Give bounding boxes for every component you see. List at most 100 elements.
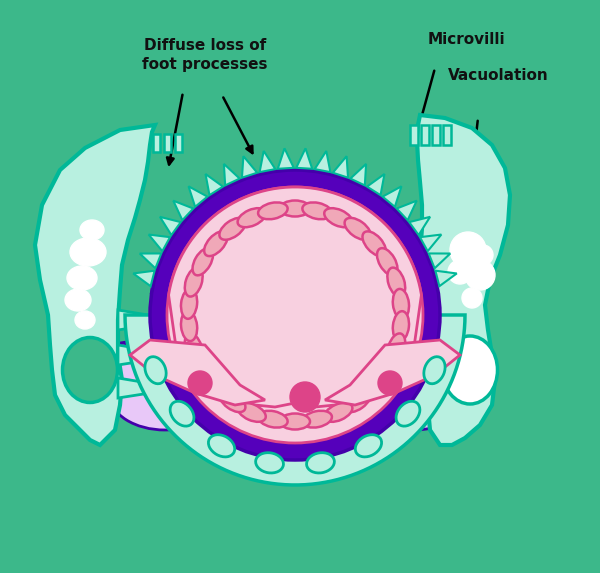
Polygon shape <box>224 164 239 186</box>
Ellipse shape <box>377 248 397 276</box>
Ellipse shape <box>258 202 287 219</box>
Ellipse shape <box>165 387 245 443</box>
Polygon shape <box>421 125 429 145</box>
Ellipse shape <box>344 390 371 412</box>
Circle shape <box>378 371 402 395</box>
Circle shape <box>150 170 440 460</box>
Text: Diffuse loss of
foot processes: Diffuse loss of foot processes <box>142 38 268 72</box>
Ellipse shape <box>220 390 245 412</box>
Ellipse shape <box>362 374 386 399</box>
Ellipse shape <box>193 355 213 382</box>
Ellipse shape <box>250 393 340 453</box>
Text: Vacuolation: Vacuolation <box>448 68 549 83</box>
Polygon shape <box>388 308 418 328</box>
Ellipse shape <box>180 373 270 437</box>
Ellipse shape <box>220 218 245 240</box>
Ellipse shape <box>256 453 283 473</box>
Polygon shape <box>118 345 150 365</box>
Ellipse shape <box>208 435 235 457</box>
Ellipse shape <box>388 268 405 297</box>
Ellipse shape <box>324 208 352 227</box>
Polygon shape <box>110 170 480 425</box>
Ellipse shape <box>193 248 213 276</box>
Ellipse shape <box>302 411 332 427</box>
Ellipse shape <box>302 202 332 219</box>
Ellipse shape <box>396 401 420 426</box>
Polygon shape <box>314 151 331 172</box>
Ellipse shape <box>80 220 104 240</box>
Polygon shape <box>175 134 182 152</box>
Polygon shape <box>153 134 160 152</box>
Polygon shape <box>118 378 150 398</box>
Polygon shape <box>164 134 171 152</box>
Polygon shape <box>35 125 155 445</box>
Ellipse shape <box>362 231 386 256</box>
Ellipse shape <box>393 289 409 319</box>
Ellipse shape <box>70 238 106 266</box>
Ellipse shape <box>65 289 91 311</box>
Ellipse shape <box>302 371 398 435</box>
Ellipse shape <box>108 343 172 387</box>
Ellipse shape <box>170 401 194 426</box>
Polygon shape <box>397 201 417 220</box>
Ellipse shape <box>393 311 409 341</box>
Circle shape <box>454 250 470 266</box>
Polygon shape <box>140 253 161 268</box>
Polygon shape <box>125 315 465 485</box>
Polygon shape <box>149 234 170 251</box>
Polygon shape <box>383 186 401 207</box>
Polygon shape <box>206 174 223 195</box>
Polygon shape <box>169 187 421 407</box>
Polygon shape <box>436 270 457 286</box>
Ellipse shape <box>377 355 397 382</box>
Circle shape <box>290 382 320 412</box>
Polygon shape <box>160 217 181 235</box>
Ellipse shape <box>388 333 405 362</box>
Ellipse shape <box>145 356 166 384</box>
Ellipse shape <box>110 360 220 430</box>
Circle shape <box>465 260 495 290</box>
Ellipse shape <box>238 403 266 422</box>
Text: Microvilli: Microvilli <box>428 32 506 47</box>
Polygon shape <box>420 234 442 251</box>
Ellipse shape <box>204 231 227 256</box>
Ellipse shape <box>181 289 197 319</box>
Polygon shape <box>325 340 460 405</box>
Circle shape <box>167 187 423 443</box>
Polygon shape <box>350 164 366 186</box>
Ellipse shape <box>307 453 334 473</box>
Polygon shape <box>417 115 510 445</box>
Circle shape <box>462 288 482 308</box>
Ellipse shape <box>235 372 335 448</box>
Polygon shape <box>130 340 265 405</box>
Ellipse shape <box>185 268 203 297</box>
Ellipse shape <box>185 333 203 362</box>
Ellipse shape <box>344 218 371 240</box>
Ellipse shape <box>238 208 266 227</box>
Ellipse shape <box>418 343 482 387</box>
Ellipse shape <box>62 337 118 402</box>
Ellipse shape <box>443 336 497 404</box>
Circle shape <box>448 260 472 284</box>
Polygon shape <box>260 151 275 172</box>
Circle shape <box>473 245 493 265</box>
Circle shape <box>210 230 380 400</box>
Polygon shape <box>242 156 257 178</box>
Polygon shape <box>388 342 418 362</box>
Polygon shape <box>409 217 430 235</box>
Polygon shape <box>133 270 155 286</box>
Ellipse shape <box>355 435 382 457</box>
Ellipse shape <box>75 311 95 329</box>
Polygon shape <box>173 201 193 220</box>
Polygon shape <box>443 125 451 145</box>
Ellipse shape <box>280 201 310 217</box>
Circle shape <box>450 232 486 268</box>
Polygon shape <box>278 148 294 169</box>
Polygon shape <box>410 125 418 145</box>
Circle shape <box>188 371 212 395</box>
Polygon shape <box>432 125 440 145</box>
Ellipse shape <box>67 266 97 290</box>
Polygon shape <box>188 186 208 207</box>
Ellipse shape <box>324 403 352 422</box>
Polygon shape <box>118 310 150 330</box>
